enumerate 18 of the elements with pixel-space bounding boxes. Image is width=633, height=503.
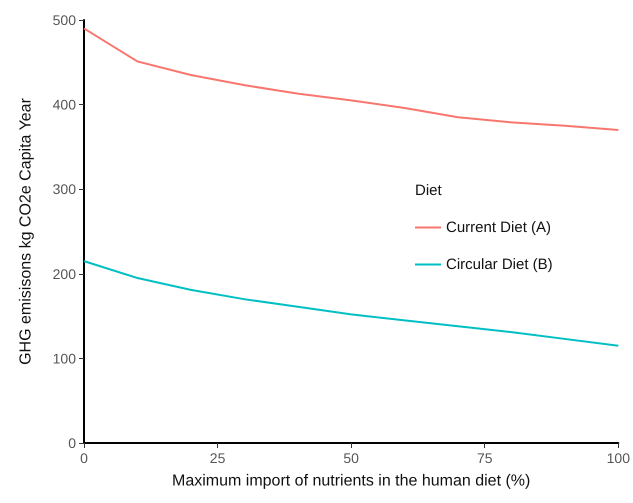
y-tick-label: 200 xyxy=(52,266,76,282)
legend-label: Current Diet (A) xyxy=(446,219,552,236)
y-tick-label: 300 xyxy=(52,181,76,198)
x-tick-label: 0 xyxy=(80,450,88,466)
x-axis-title: Maximum import of nutrients in the human diet (%) xyxy=(172,472,530,490)
legend-title: Diet xyxy=(415,182,443,199)
x-tick-label: 100 xyxy=(606,450,630,466)
x-tick-label: 25 xyxy=(210,450,226,466)
y-tick-label: 400 xyxy=(52,96,76,113)
y-tick-label: 100 xyxy=(52,350,76,366)
y-axis-title: GHG emisisons kg CO2e Capita Year xyxy=(18,97,34,365)
line-series xyxy=(83,260,620,347)
y-tick-label: 0 xyxy=(68,435,76,451)
x-tick-label: 75 xyxy=(476,450,493,466)
y-tick-label: 500 xyxy=(52,12,76,28)
x-tick-label: 50 xyxy=(343,450,360,466)
line-series xyxy=(83,27,620,131)
legend-label: Circular Diet (B) xyxy=(446,256,553,273)
